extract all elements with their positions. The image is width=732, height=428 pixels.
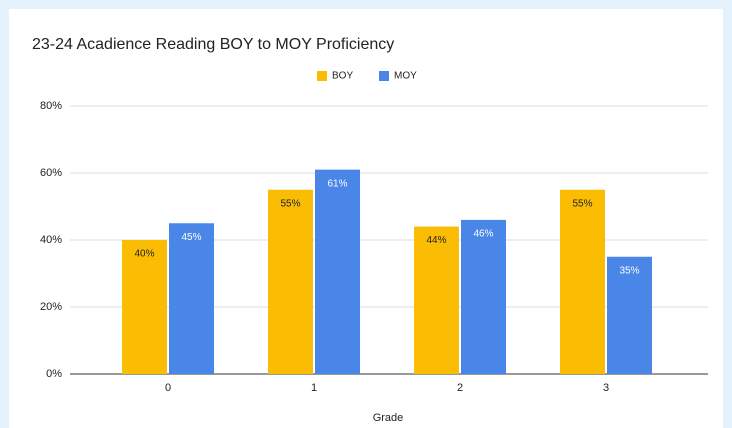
bar bbox=[315, 169, 360, 374]
bar bbox=[607, 256, 652, 374]
bar bbox=[461, 219, 506, 374]
data-label: 40% bbox=[134, 249, 154, 260]
data-label: 35% bbox=[619, 265, 639, 276]
legend-swatch bbox=[317, 71, 327, 81]
x-axis-title: Grade bbox=[373, 412, 404, 424]
bar bbox=[268, 189, 313, 374]
legend-label: BOY bbox=[332, 71, 353, 82]
legend-label: MOY bbox=[394, 71, 417, 82]
y-tick-label: 0% bbox=[46, 368, 62, 380]
bar bbox=[122, 240, 167, 374]
bar bbox=[169, 223, 214, 374]
x-tick-label: 2 bbox=[457, 382, 463, 394]
data-label: 61% bbox=[327, 178, 347, 189]
data-label: 44% bbox=[426, 235, 446, 246]
data-label: 55% bbox=[280, 198, 300, 209]
data-label: 55% bbox=[572, 198, 592, 209]
y-tick-label: 60% bbox=[40, 167, 62, 179]
chart-title: 23-24 Acadience Reading BOY to MOY Profi… bbox=[32, 36, 394, 53]
y-tick-label: 20% bbox=[40, 301, 62, 313]
legend-swatch bbox=[379, 71, 389, 81]
data-label: 45% bbox=[181, 232, 201, 243]
data-label: 46% bbox=[473, 229, 493, 240]
x-tick-label: 1 bbox=[311, 382, 317, 394]
y-tick-label: 40% bbox=[40, 234, 62, 246]
y-tick-label: 80% bbox=[40, 100, 62, 112]
x-tick-label: 0 bbox=[165, 382, 171, 394]
x-tick-label: 3 bbox=[603, 382, 609, 394]
bar bbox=[414, 226, 459, 374]
bar bbox=[560, 189, 605, 374]
